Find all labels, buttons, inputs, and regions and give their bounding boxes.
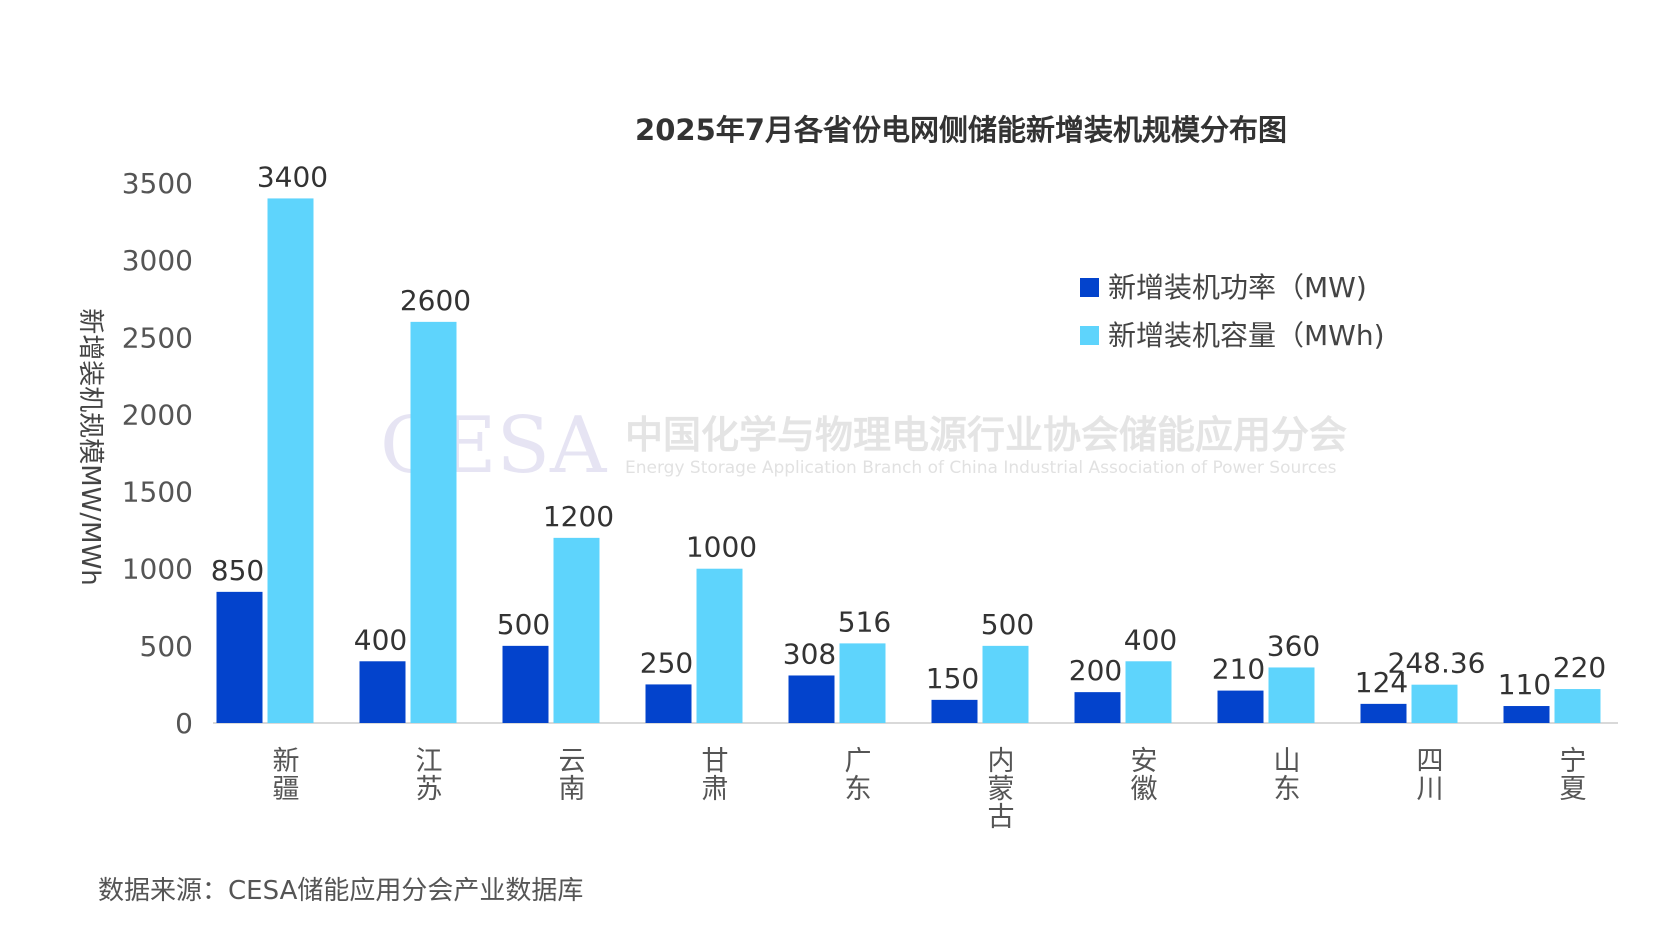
y-tick-label: 3500 <box>122 167 193 200</box>
data-label: 250 <box>640 646 693 679</box>
watermark-cn-text: 中国化学与物理电源行业协会储能应用分会 <box>625 413 1347 457</box>
category-label: 内 <box>988 746 1015 777</box>
category-label: 安 <box>1131 746 1158 777</box>
category-label: 新 <box>273 746 300 777</box>
data-label: 400 <box>354 623 407 656</box>
bar-power <box>1217 690 1264 723</box>
category-label: 疆 <box>273 774 300 805</box>
bar-capacity <box>1411 684 1458 723</box>
data-label: 124 <box>1355 666 1408 699</box>
legend: 新增装机功率（MW) 新增装机容量（MWh) <box>1080 271 1385 352</box>
y-tick-label: 3000 <box>122 244 193 277</box>
watermark-en-text: Energy Storage Application Branch of Chi… <box>625 458 1337 478</box>
category-label: 山 <box>1274 746 1301 777</box>
bar-capacity <box>1125 661 1172 723</box>
data-label: 516 <box>838 605 891 638</box>
bar-power <box>645 684 692 723</box>
bar-power <box>931 699 978 723</box>
data-label: 248.36 <box>1388 647 1486 680</box>
bar-capacity <box>267 198 314 723</box>
category-label: 云 <box>559 746 586 777</box>
data-label: 1000 <box>686 531 757 564</box>
bar-power <box>1360 703 1407 723</box>
bar-power <box>216 591 263 723</box>
y-tick-label: 1500 <box>122 476 193 509</box>
y-tick-label: 1000 <box>122 553 193 586</box>
bar-capacity <box>553 537 600 723</box>
bar-power <box>788 675 835 723</box>
data-label: 200 <box>1069 654 1122 687</box>
category-label: 甘 <box>702 746 729 777</box>
category-label: 徽 <box>1131 774 1158 805</box>
bars <box>216 198 1601 723</box>
category-label: 宁 <box>1560 746 1587 777</box>
chart-title: 2025年7月各省份电网侧储能新增装机规模分布图 <box>635 113 1287 147</box>
data-label: 220 <box>1553 651 1606 684</box>
bar-power <box>1074 692 1121 723</box>
category-label: 东 <box>1274 774 1301 805</box>
bar-power <box>359 661 406 723</box>
category-label: 广 <box>845 746 872 777</box>
data-label: 3400 <box>257 160 328 193</box>
category-label: 南 <box>559 774 586 805</box>
data-label: 308 <box>783 637 836 670</box>
category-label: 东 <box>845 774 872 805</box>
data-label: 210 <box>1212 653 1265 686</box>
bar-power <box>502 645 549 723</box>
category-label: 肃 <box>702 774 729 805</box>
category-label: 蒙 <box>988 774 1015 805</box>
category-label: 江 <box>416 746 443 777</box>
bar-capacity <box>839 643 886 723</box>
data-label: 2600 <box>400 284 471 317</box>
category-label: 川 <box>1417 774 1444 805</box>
data-label: 850 <box>211 554 264 587</box>
category-label: 夏 <box>1560 774 1587 805</box>
legend-swatch <box>1080 278 1099 297</box>
y-tick-label: 2500 <box>122 321 193 354</box>
bar-capacity <box>1554 689 1601 723</box>
legend-swatch <box>1080 326 1099 345</box>
data-label: 360 <box>1267 629 1320 662</box>
data-labels: 8503400400260050012002501000308516150500… <box>211 160 1606 701</box>
data-label: 400 <box>1124 623 1177 656</box>
data-label: 110 <box>1498 668 1551 701</box>
data-label: 150 <box>926 662 979 695</box>
data-label: 1200 <box>543 500 614 533</box>
data-label: 500 <box>981 608 1034 641</box>
source-note: 数据来源：CESA储能应用分会产业数据库 <box>98 876 583 906</box>
category-label: 苏 <box>416 774 443 805</box>
category-label: 四 <box>1417 746 1444 777</box>
bar-capacity <box>982 645 1029 723</box>
legend-label: 新增装机功率（MW) <box>1108 271 1367 304</box>
y-tick-label: 0 <box>175 707 193 740</box>
category-label: 古 <box>988 802 1015 833</box>
legend-label: 新增装机容量（MWh) <box>1108 319 1385 352</box>
bar-capacity <box>696 568 743 723</box>
bar-capacity <box>1268 667 1315 723</box>
data-label: 500 <box>497 608 550 641</box>
y-tick-label: 2000 <box>122 398 193 431</box>
bar-power <box>1503 706 1550 723</box>
watermark: CESA 中国化学与物理电源行业协会储能应用分会 Energy Storage … <box>380 401 1347 491</box>
y-axis-label: 新增装机规模MW/MWh <box>75 308 105 586</box>
bar-capacity <box>410 321 457 723</box>
y-axis-ticks: 0 500 1000 1500 2000 2500 3000 3500 <box>122 167 193 740</box>
y-tick-label: 500 <box>140 630 193 663</box>
